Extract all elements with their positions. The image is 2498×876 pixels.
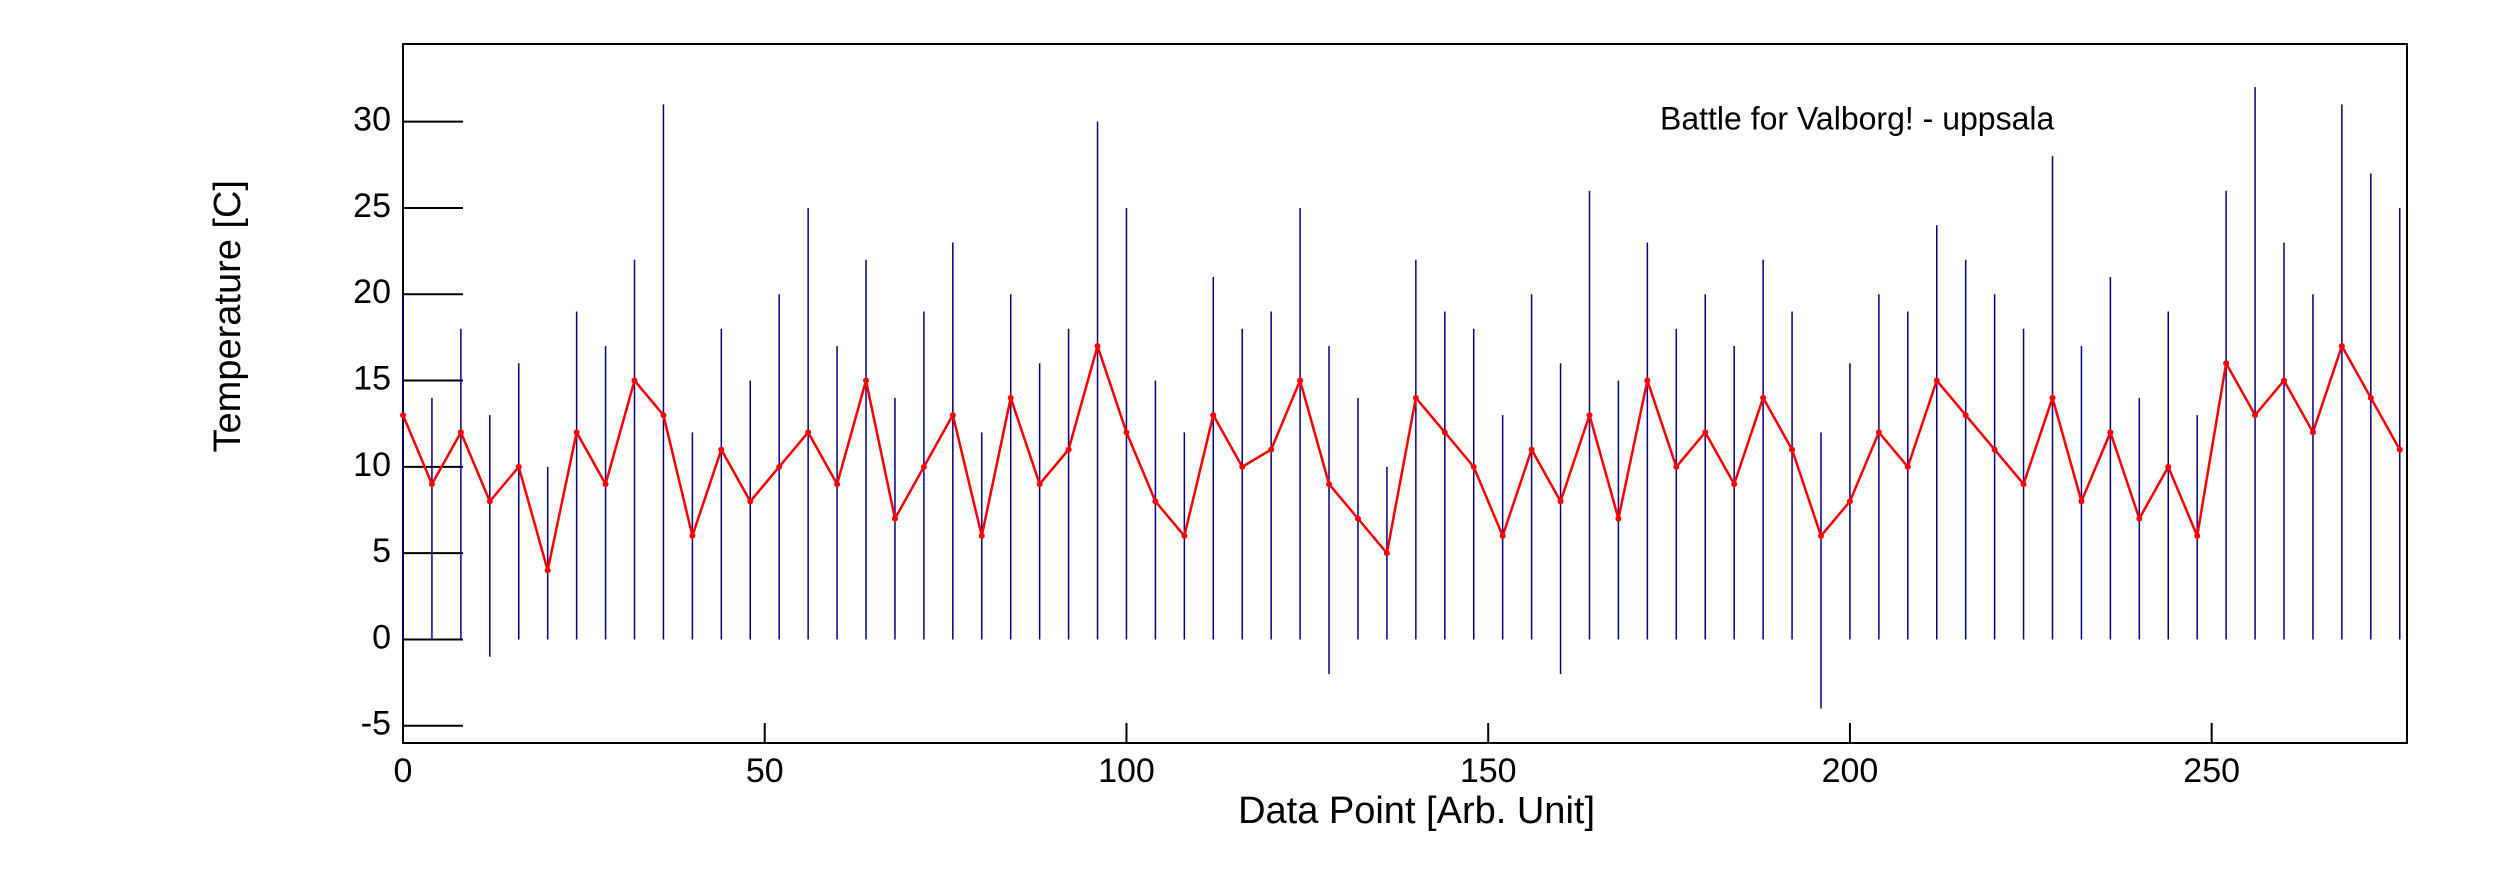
plot-frame <box>402 43 2408 744</box>
x-axis-title: Data Point [Arb. Unit] <box>1238 790 1595 832</box>
value-point <box>1789 446 1796 453</box>
value-point <box>631 377 638 384</box>
value-point <box>1586 412 1593 419</box>
value-point <box>2223 360 2230 367</box>
value-point <box>1673 463 1680 470</box>
value-point <box>2107 429 2114 436</box>
value-point <box>776 463 783 470</box>
y-tick-label: 20 <box>353 273 391 311</box>
value-point <box>1615 515 1622 522</box>
value-point <box>891 515 898 522</box>
value-point <box>1065 446 1072 453</box>
value-point <box>1644 377 1651 384</box>
value-point <box>1036 481 1043 488</box>
value-point <box>805 429 812 436</box>
y-tick-label: 30 <box>353 101 391 139</box>
value-point <box>2165 463 2172 470</box>
value-point <box>689 532 696 539</box>
value-point <box>747 498 754 505</box>
value-point <box>834 481 841 488</box>
value-point <box>1326 481 1333 488</box>
value-point <box>400 412 406 419</box>
value-point <box>1962 412 1969 419</box>
value-point <box>1383 550 1390 557</box>
value-point <box>573 429 580 436</box>
value-point <box>1875 429 1882 436</box>
value-point <box>978 532 985 539</box>
value-line <box>401 341 2401 571</box>
value-point <box>2281 377 2288 384</box>
y-axis-title: Temperature [C] <box>207 180 249 452</box>
value-point <box>1817 532 1824 539</box>
y-tick-label: 10 <box>353 446 391 484</box>
x-tick-label: 250 <box>2183 752 2240 790</box>
y-tick-label: 15 <box>353 360 391 398</box>
value-point <box>1528 446 1535 453</box>
value-point <box>1846 498 1853 505</box>
value-point <box>1760 394 1767 401</box>
y-tick-label: 5 <box>372 532 391 570</box>
value-point <box>1268 446 1275 453</box>
value-point <box>515 463 522 470</box>
value-point <box>1702 429 1709 436</box>
value-point <box>1412 394 1419 401</box>
value-point <box>1904 463 1911 470</box>
value-point <box>1152 498 1159 505</box>
value-point <box>1557 498 1564 505</box>
value-point <box>1354 515 1361 522</box>
value-point <box>949 412 956 419</box>
value-point <box>457 429 464 436</box>
value-point <box>1499 532 1506 539</box>
value-point <box>428 481 435 488</box>
y-tick-label: 25 <box>353 187 391 225</box>
x-tick-label: 150 <box>1460 752 1517 790</box>
chart-title: Battle for Valborg! - uppsala <box>1660 100 2055 136</box>
y-tick-label: -5 <box>361 705 391 743</box>
value-point <box>2338 343 2345 350</box>
value-point <box>2309 429 2316 436</box>
value-point <box>2136 515 2143 522</box>
value-point <box>1181 532 1188 539</box>
value-point <box>2396 446 2403 453</box>
value-point <box>602 481 609 488</box>
value-point <box>2194 532 2201 539</box>
value-point <box>1470 463 1477 470</box>
value-point <box>1441 429 1448 436</box>
value-point <box>1210 412 1217 419</box>
value-point <box>1991 446 1998 453</box>
value-point <box>1731 481 1738 488</box>
y-tick-label: 0 <box>372 618 391 656</box>
x-tick-label: 200 <box>1822 752 1879 790</box>
x-tick-label: 50 <box>746 752 784 790</box>
x-tick-label: 0 <box>394 752 413 790</box>
value-point <box>1239 463 1246 470</box>
value-point <box>863 377 870 384</box>
value-point <box>1933 377 1940 384</box>
value-point <box>1094 343 1101 350</box>
value-point <box>2049 394 2056 401</box>
value-point <box>2078 498 2085 505</box>
x-tick-label: 100 <box>1098 752 1155 790</box>
value-point <box>2020 481 2027 488</box>
value-point <box>1007 394 1014 401</box>
value-point <box>486 498 493 505</box>
value-point <box>2367 394 2374 401</box>
value-point <box>2252 412 2259 419</box>
value-point <box>1297 377 1304 384</box>
value-point <box>718 446 725 453</box>
value-point <box>1123 429 1130 436</box>
value-point <box>544 567 551 574</box>
value-point <box>920 463 927 470</box>
value-point <box>660 412 667 419</box>
